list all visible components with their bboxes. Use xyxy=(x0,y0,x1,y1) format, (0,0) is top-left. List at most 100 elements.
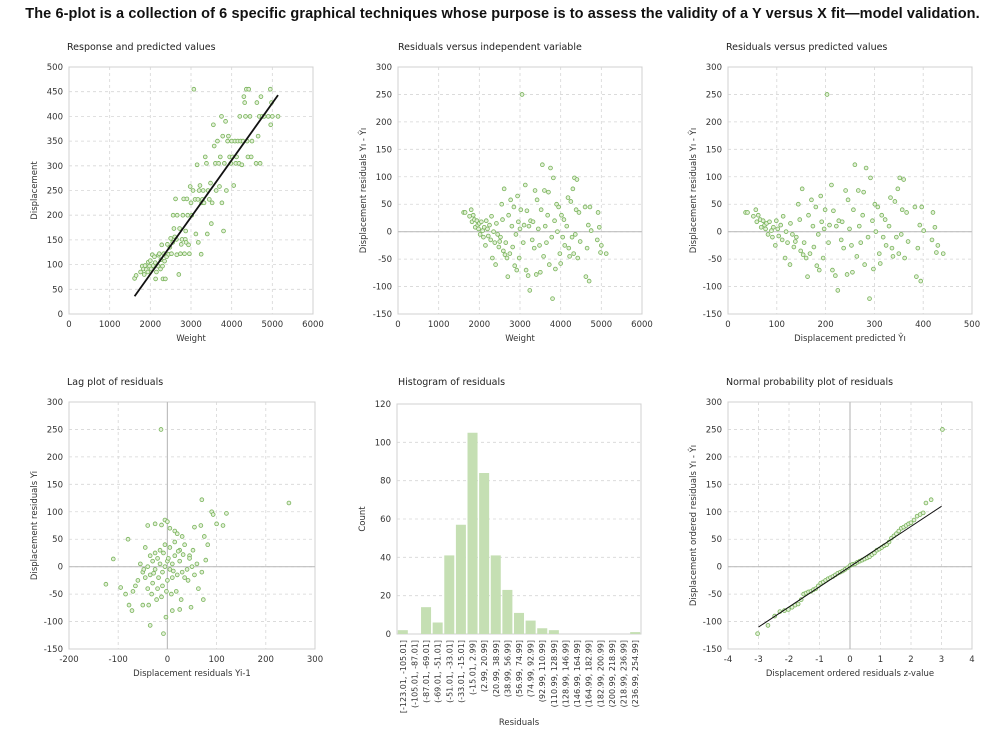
data-point xyxy=(254,100,260,105)
data-point xyxy=(221,228,226,234)
data-point xyxy=(507,251,513,256)
data-point xyxy=(538,269,543,275)
data-point xyxy=(149,591,154,597)
data-point xyxy=(178,251,183,257)
data-point xyxy=(566,245,572,251)
chart-response: Response and predicted values 0 50 100 150 20… xyxy=(30,42,324,344)
data-point xyxy=(819,219,824,225)
chart-lag: Lag plot of residuals -150 -100 -50 0 50 100 15… xyxy=(30,377,323,679)
data-point xyxy=(220,133,226,139)
data-point xyxy=(237,114,243,119)
data-point xyxy=(167,525,173,531)
data-point xyxy=(816,267,822,273)
data-point xyxy=(159,242,165,248)
y-tick-label: 0 xyxy=(58,310,63,320)
data-point xyxy=(199,497,205,503)
data-point xyxy=(174,212,180,218)
data-point xyxy=(882,217,888,222)
data-point xyxy=(549,234,555,240)
data-point xyxy=(826,240,831,245)
data-point xyxy=(596,224,602,230)
data-point xyxy=(773,243,778,248)
histogram-bar xyxy=(548,630,559,634)
data-point xyxy=(603,251,609,256)
data-point xyxy=(219,114,224,119)
data-point xyxy=(534,197,540,203)
data-point xyxy=(155,586,160,591)
data-point xyxy=(225,138,230,144)
data-point xyxy=(140,602,146,608)
data-point xyxy=(810,223,816,229)
data-point xyxy=(211,143,217,149)
y-tick-label: 50 xyxy=(381,200,392,210)
data-point xyxy=(133,273,139,278)
y-tick-label: 150 xyxy=(706,145,722,155)
data-point xyxy=(182,542,187,548)
x-tick-label: 1000 xyxy=(428,320,450,330)
data-point xyxy=(526,223,532,229)
data-point xyxy=(769,228,774,233)
data-point xyxy=(814,263,820,268)
data-point xyxy=(525,273,531,278)
data-point xyxy=(599,243,604,248)
y-tick-label: 0 xyxy=(386,630,391,640)
data-point xyxy=(159,522,164,528)
data-point xyxy=(901,177,906,182)
data-point xyxy=(172,539,178,545)
data-point xyxy=(834,223,839,229)
data-point xyxy=(576,210,582,215)
data-point xyxy=(861,189,866,195)
data-point xyxy=(821,226,827,232)
data-point xyxy=(180,552,186,557)
data-point xyxy=(217,154,223,160)
data-point xyxy=(152,521,158,527)
data-point xyxy=(257,161,263,166)
histogram-bar xyxy=(467,432,478,634)
data-point xyxy=(508,197,513,203)
data-point xyxy=(513,232,519,237)
y-tick-label: 300 xyxy=(47,162,63,172)
data-point xyxy=(462,210,468,215)
data-point xyxy=(850,269,855,275)
data-point xyxy=(824,92,830,97)
y-tick-label: 0 xyxy=(717,563,722,573)
data-point xyxy=(165,578,170,583)
data-point xyxy=(157,547,163,553)
data-point xyxy=(883,243,889,248)
y-tick-label: -150 xyxy=(44,645,63,655)
data-point xyxy=(854,254,860,259)
x-tick-label: 400 xyxy=(915,320,931,330)
data-point xyxy=(204,161,209,166)
data-point xyxy=(151,570,156,576)
x-tick-label: 100 xyxy=(208,655,224,665)
data-point xyxy=(875,204,881,210)
data-point xyxy=(200,188,206,193)
data-point xyxy=(147,553,153,558)
x-tick-label: 0 xyxy=(66,320,71,330)
y-tick-label: 200 xyxy=(706,118,722,128)
data-point xyxy=(142,263,148,268)
data-point xyxy=(152,567,158,572)
data-point xyxy=(886,223,892,229)
data-point xyxy=(561,217,567,222)
data-point xyxy=(894,234,899,240)
data-point xyxy=(152,254,157,259)
data-point xyxy=(160,583,165,589)
data-point xyxy=(527,288,533,293)
data-point xyxy=(573,207,579,213)
data-point xyxy=(166,556,171,561)
x-axis-label: Weight xyxy=(176,334,206,344)
data-point xyxy=(793,239,798,244)
chart-title: Residuals versus predicted values xyxy=(726,42,887,53)
data-point xyxy=(512,263,518,268)
data-point xyxy=(934,250,939,255)
data-point xyxy=(502,252,508,258)
data-point xyxy=(839,219,845,225)
data-point xyxy=(209,221,214,226)
data-point xyxy=(470,212,476,218)
data-point xyxy=(568,199,574,204)
data-point xyxy=(877,261,883,266)
data-point xyxy=(516,255,522,261)
data-point xyxy=(521,222,527,228)
data-point xyxy=(550,296,555,301)
